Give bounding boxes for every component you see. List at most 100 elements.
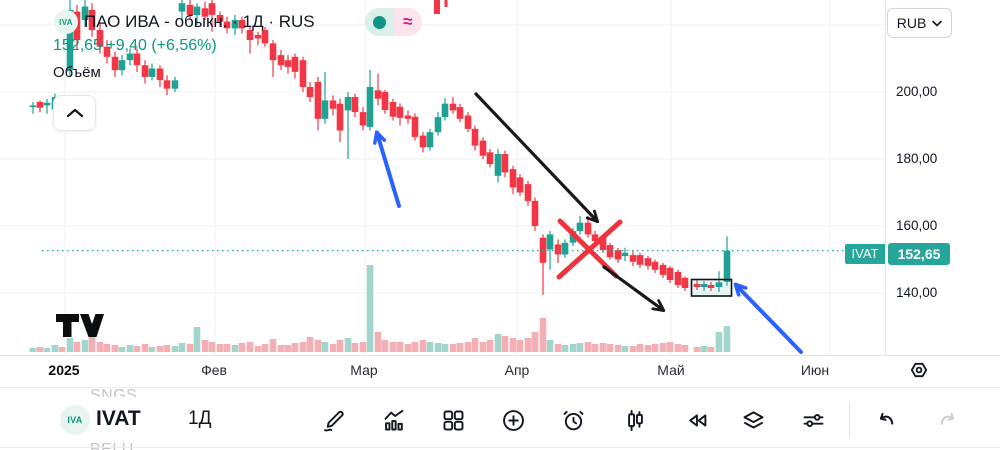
price-row: 152,65 +9,40 (+6,56%) (53, 37, 217, 55)
volume-bar (456, 343, 464, 352)
candle (614, 250, 622, 260)
candle (254, 35, 262, 39)
candle (531, 200, 539, 226)
volume-bar (464, 342, 472, 352)
volume-bar (494, 334, 502, 352)
pencil-draw-icon[interactable] (318, 405, 348, 435)
volume-bar (171, 346, 179, 352)
candle (231, 20, 239, 29)
volume-bar (426, 342, 434, 352)
candle (201, 8, 209, 17)
candle (223, 21, 231, 29)
layout-grid-icon[interactable] (438, 405, 468, 435)
candle (606, 245, 614, 258)
volume-bar (389, 342, 397, 352)
black-down-arrow-drawing (474, 92, 600, 224)
candle (419, 135, 427, 148)
candle (314, 82, 322, 119)
volume-bar (96, 342, 104, 352)
volume-bar (715, 332, 723, 352)
candle (133, 53, 141, 66)
volume-bar (666, 342, 674, 352)
volume-bar (659, 343, 667, 352)
candle (651, 261, 659, 270)
candle (277, 55, 285, 66)
toggle-on-side[interactable] (365, 8, 394, 36)
volume-bar (700, 346, 708, 352)
volume-bar (321, 342, 329, 352)
collapse-panel-button[interactable] (53, 95, 96, 131)
volume-bar (359, 342, 367, 352)
volume-bar (644, 345, 652, 352)
candle (299, 60, 307, 87)
candle (43, 102, 51, 106)
approx-icon[interactable]: ≈ (393, 8, 422, 36)
volume-bar (434, 343, 442, 352)
candle (171, 80, 179, 89)
candle (366, 87, 374, 127)
candle (381, 92, 389, 111)
candle (516, 177, 524, 193)
volume-bar (216, 344, 224, 352)
candlestick-chart[interactable] (0, 0, 885, 355)
candle (126, 53, 134, 61)
candle (208, 3, 216, 15)
toolbar-symbol-button[interactable]: IVAT (96, 407, 141, 430)
time-axis[interactable] (0, 355, 1000, 388)
add-plus-circle-icon[interactable] (498, 405, 528, 435)
volume-bar (178, 343, 186, 352)
volume-bar (88, 336, 96, 352)
volume-bar (299, 342, 307, 352)
candle (389, 102, 397, 117)
volume-bar (614, 345, 622, 352)
indicators-chart-icon[interactable] (379, 405, 409, 435)
red-cross-drawing (556, 219, 623, 280)
volume-bar (51, 345, 59, 352)
undo-icon[interactable] (871, 405, 901, 435)
axis-settings-gear-icon[interactable] (906, 357, 932, 383)
alert-clock-icon[interactable] (558, 405, 588, 435)
candle (163, 80, 171, 89)
settings-sliders-icon[interactable] (798, 405, 828, 435)
currency-dropdown[interactable]: RUB (887, 8, 952, 38)
volume-bar (118, 347, 126, 352)
volume-bar (81, 340, 89, 352)
candle-style-icon[interactable] (620, 405, 650, 435)
toolbar-divider (849, 402, 850, 438)
iva-logo[interactable]: IVA (60, 405, 90, 435)
volume-bar (486, 340, 494, 352)
candle (141, 65, 149, 77)
volume-bar (441, 344, 449, 352)
price-axis-label: 140,00 (896, 285, 938, 300)
candle (178, 3, 186, 12)
candle (715, 282, 723, 287)
redo-icon[interactable] (933, 405, 963, 435)
price-axis-border (885, 0, 886, 386)
volume-bar (681, 345, 689, 352)
volume-bar (404, 344, 412, 352)
time-axis-label: Май (657, 362, 685, 378)
symbol-price-label-badge: IVAT (845, 243, 885, 264)
volume-bar (254, 346, 262, 352)
candle (396, 106, 404, 118)
replay-rewind-icon[interactable] (682, 405, 712, 435)
volume-bar (351, 343, 359, 352)
price-change: +9,40 (+6,56%) (106, 37, 217, 54)
candle (284, 60, 292, 67)
candle (471, 128, 479, 146)
compare-toggle[interactable]: ≈ (365, 8, 422, 36)
candle (486, 152, 494, 164)
watchlist-ticker-belu: BELU (90, 441, 134, 450)
volume-bar (651, 344, 659, 352)
candle (546, 234, 554, 250)
candle (269, 43, 277, 61)
volume-bar (43, 348, 51, 352)
volume-bar (223, 344, 231, 352)
candle (111, 56, 119, 71)
timeframe-button[interactable]: 1Д (188, 408, 212, 429)
tradingview-logo (56, 314, 104, 337)
price-axis-label: 160,00 (896, 218, 938, 233)
volume-bar (246, 342, 254, 352)
volume-bar (66, 338, 74, 352)
layers-icon[interactable] (738, 405, 768, 435)
